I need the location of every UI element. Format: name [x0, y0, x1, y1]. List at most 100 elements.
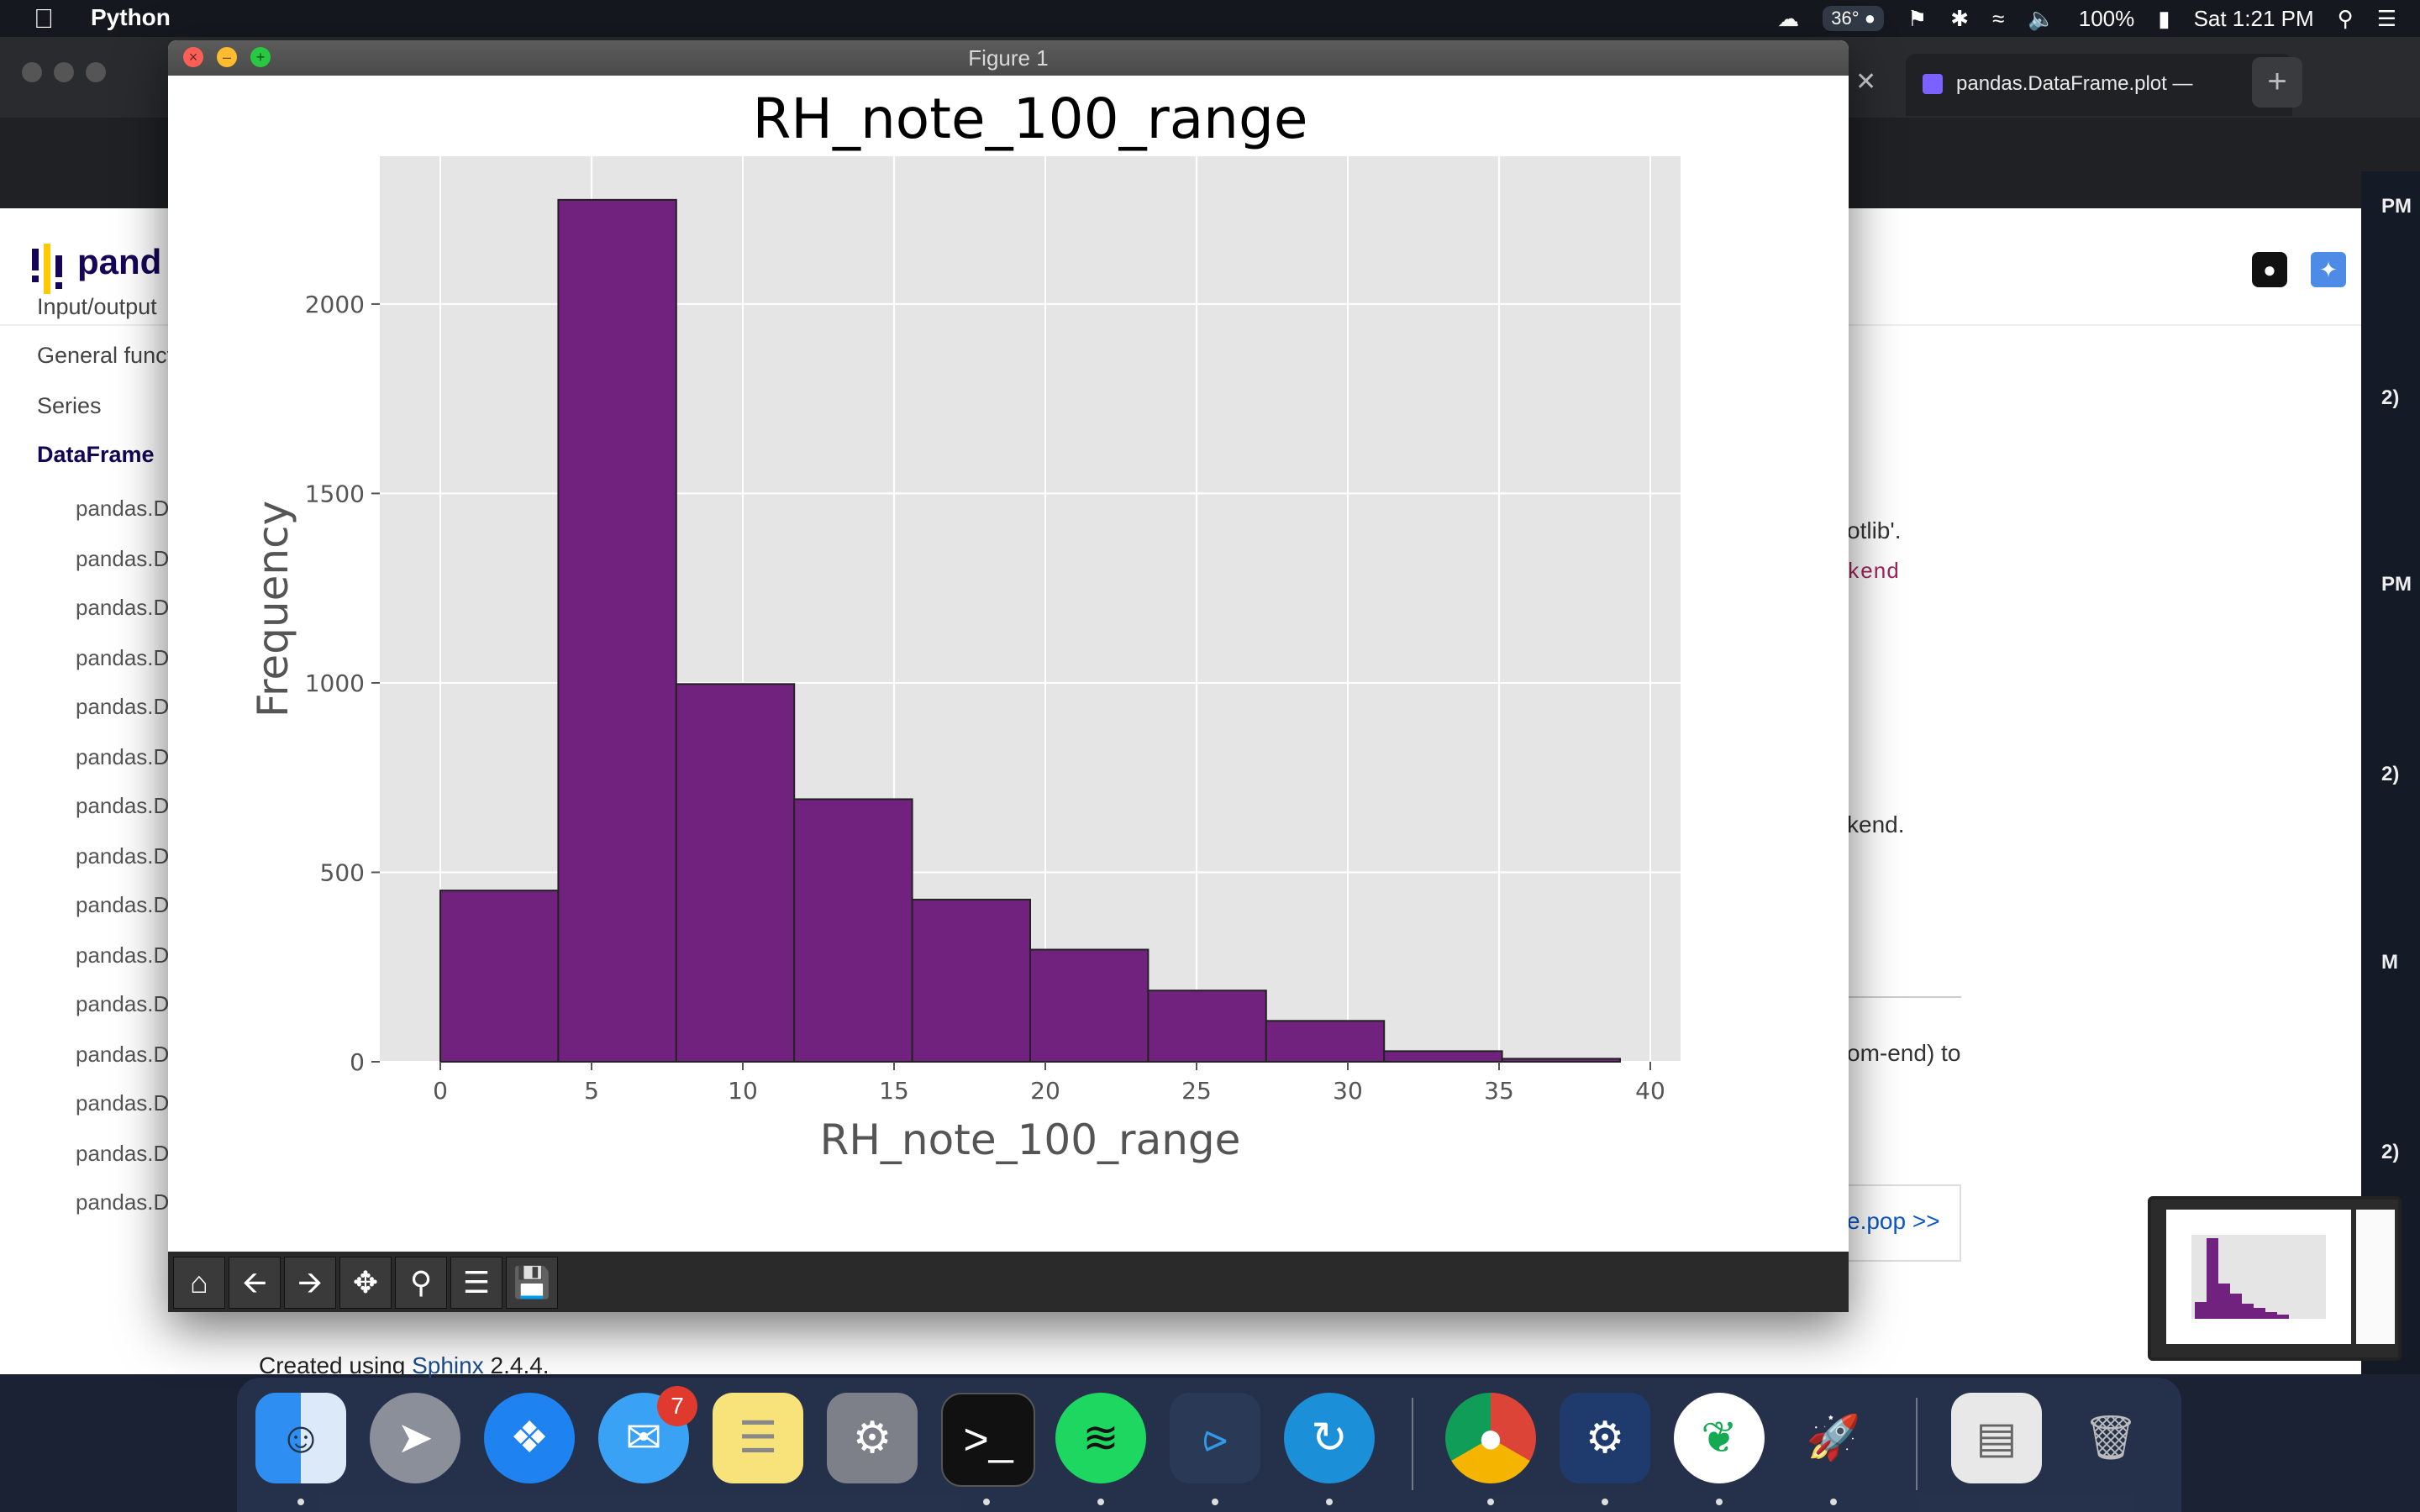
sidebar-subitem[interactable]: pandas.D	[76, 1189, 170, 1215]
tab-pandas-dataframe-plot[interactable]: pandas.DataFrame.plot — ✕	[1906, 54, 2292, 116]
notes-icon[interactable]: ☰	[713, 1393, 803, 1483]
histogram-bar	[1029, 948, 1150, 1063]
mongodb-compass-icon[interactable]: ❦	[1674, 1393, 1765, 1483]
sidebar-subitem[interactable]: pandas.D	[76, 744, 170, 769]
control-center-icon[interactable]: ☰	[2376, 5, 2396, 31]
sidebar-item-dataframe[interactable]: DataFrame	[37, 442, 155, 467]
app-name[interactable]: Python	[91, 4, 171, 30]
bluetooth-icon[interactable]: ✱	[1950, 5, 1970, 31]
site-name[interactable]: pand	[77, 242, 162, 281]
sidebar-subitem[interactable]: pandas.D	[76, 546, 170, 571]
dock-separator	[1916, 1398, 1918, 1490]
sidebar-subitem[interactable]: pandas.D	[76, 843, 170, 869]
safari-icon[interactable]: ❖	[484, 1393, 575, 1483]
sidebar-subitem[interactable]: pandas.D	[76, 496, 170, 521]
sidebar-item-series[interactable]: Series	[37, 393, 102, 418]
sidebar-subitem[interactable]: pandas.D	[76, 1090, 170, 1116]
footer-suffix: 2.4.4.	[483, 1352, 550, 1378]
weather-badge[interactable]: 36° ●	[1823, 6, 1884, 31]
system-preferences-icon[interactable]: ⚙	[827, 1393, 918, 1483]
histogram-bar	[675, 683, 796, 1063]
backend-link[interactable]: kend	[1847, 559, 1900, 585]
y-tick-label: 0	[350, 1048, 365, 1076]
minimize-window-button[interactable]: –	[217, 47, 237, 67]
dock-separator	[1412, 1398, 1413, 1490]
figure-titlebar[interactable]: × – + Figure 1	[168, 40, 1849, 76]
x-tick-label: 35	[1484, 1077, 1514, 1105]
forward-icon[interactable]: 🡪	[284, 1257, 336, 1309]
github-icon[interactable]: ●	[2252, 252, 2287, 287]
creative-cloud-icon[interactable]: ☁	[1777, 5, 1800, 31]
clock[interactable]: Sat 1:21 PM	[2193, 5, 2314, 31]
new-tab-button[interactable]: +	[2252, 57, 2302, 108]
chrome-icon[interactable]: ●	[1445, 1393, 1536, 1483]
sphinx-link[interactable]: Sphinx	[412, 1352, 484, 1378]
x-tick-label: 0	[433, 1077, 448, 1105]
edge-icon[interactable]: ↻	[1284, 1393, 1375, 1483]
histogram-chart: 0 5 10 15 20 25 30 35 40 0 500 1000 1500 2000 RH_note_…	[249, 87, 1681, 1164]
python-rocket-icon[interactable]: 🚀	[1806, 1414, 1861, 1462]
messages-icon[interactable]: ✉	[598, 1393, 689, 1483]
pandas-logo-icon[interactable]	[32, 244, 67, 294]
sidebar-subitem[interactable]: pandas.D	[76, 892, 170, 917]
sidebar-item-input-output[interactable]: Input/output	[37, 294, 157, 319]
wifi-icon[interactable]: ≈	[1992, 5, 2005, 31]
battery-icon[interactable]: ▮	[2158, 5, 2170, 31]
launchpad-icon[interactable]: ➤	[370, 1393, 460, 1483]
pan-icon[interactable]: ✥	[339, 1257, 392, 1309]
terminal-icon[interactable]: >_	[941, 1393, 1035, 1487]
next-page-link[interactable]: e.pop >>	[1847, 1184, 1961, 1262]
messages-badge: 7	[657, 1386, 697, 1426]
finder-icon[interactable]: ☺	[255, 1393, 346, 1483]
histogram-bar	[911, 898, 1031, 1063]
sidebar-subitem[interactable]: pandas.D	[76, 645, 170, 670]
sidebar-subitem[interactable]: pandas.D	[76, 1141, 170, 1166]
twitter-icon[interactable]: ✦	[2311, 252, 2346, 287]
histogram-bar	[793, 798, 913, 1063]
input-source-flag-icon[interactable]: ⚑	[1907, 5, 1928, 31]
close-tab-icon[interactable]: ✕	[1855, 68, 1877, 96]
spotlight-search-icon[interactable]: ⚲	[2337, 5, 2354, 31]
sidebar-subitem[interactable]: pandas.D	[76, 694, 170, 719]
trash-icon[interactable]: 🗑	[2082, 1414, 2139, 1462]
spotify-icon[interactable]: ≋	[1055, 1393, 1146, 1483]
mysql-workbench-icon[interactable]: ⚙	[1560, 1393, 1650, 1483]
sidebar-item-general-functions[interactable]: General funct	[37, 343, 174, 368]
figure-title: Figure 1	[968, 45, 1049, 71]
histogram-bar	[439, 890, 560, 1063]
save-icon[interactable]: 💾	[506, 1257, 558, 1309]
sidebar-subitem[interactable]: pandas.D	[76, 942, 170, 968]
back-icon[interactable]: 🡨	[229, 1257, 281, 1309]
battery-percent[interactable]: 100%	[2078, 5, 2135, 31]
recent-document-icon[interactable]: ▤	[1951, 1393, 2042, 1483]
screenshot-thumbnail[interactable]	[2148, 1196, 2402, 1361]
sidebar-subitem[interactable]: pandas.D	[76, 991, 170, 1016]
chart-title: RH_note_100_range	[752, 87, 1307, 151]
volume-icon[interactable]: 🔈	[2028, 5, 2055, 31]
thumbnail-image	[2166, 1210, 2351, 1344]
edge-text: PM	[2381, 195, 2412, 218]
sidebar-subitem[interactable]: pandas.D	[76, 793, 170, 818]
x-tick-label: 25	[1181, 1077, 1212, 1105]
y-tick-label: 500	[320, 858, 365, 886]
pandas-favicon-icon	[1923, 74, 1943, 94]
x-tick-label: 40	[1635, 1077, 1665, 1105]
zoom-icon[interactable]: ⚲	[395, 1257, 447, 1309]
x-axis-label: RH_note_100_range	[820, 1116, 1241, 1164]
plot-canvas[interactable]: 0 5 10 15 20 25 30 35 40 0 500 1000 1500 2000 RH_note_…	[168, 76, 1849, 1252]
background-window-edge	[2361, 171, 2420, 1374]
vscode-icon[interactable]: ⪧	[1170, 1393, 1260, 1483]
y-tick-label: 2000	[305, 291, 365, 318]
home-icon[interactable]: ⌂	[173, 1257, 225, 1309]
zoom-window-button[interactable]: +	[250, 47, 271, 67]
minimize-window-button[interactable]	[54, 62, 74, 82]
close-window-button[interactable]: ×	[183, 47, 203, 67]
sidebar-subitem[interactable]: pandas.D	[76, 595, 170, 620]
sidebar-subitem[interactable]: pandas.D	[76, 1042, 170, 1067]
content-text: om-end) to	[1847, 1040, 1961, 1066]
configure-icon[interactable]: ☰	[450, 1257, 502, 1309]
close-window-button[interactable]	[22, 62, 42, 82]
zoom-window-button[interactable]	[86, 62, 106, 82]
apple-icon[interactable]: 	[34, 3, 54, 34]
x-tick-label: 5	[584, 1077, 599, 1105]
